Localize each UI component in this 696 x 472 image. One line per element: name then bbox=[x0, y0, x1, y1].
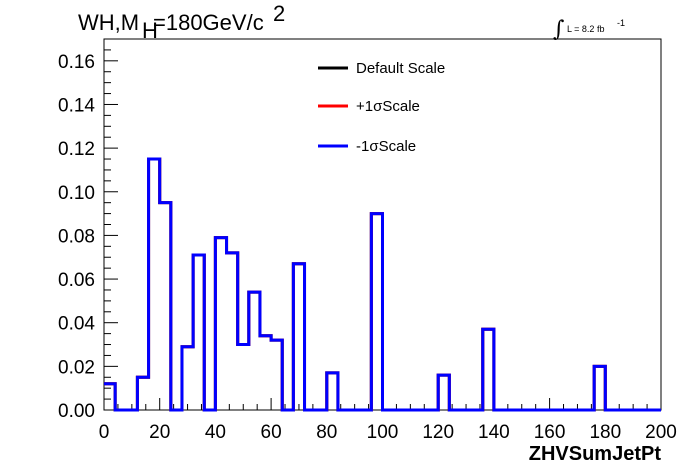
x-tick-label: 100 bbox=[367, 422, 399, 443]
title-rest: =180GeV/c bbox=[153, 10, 264, 35]
lumi-text: L = 8.2 fb bbox=[567, 24, 604, 34]
title-superscript: 2 bbox=[273, 1, 285, 26]
x-tick-label: 140 bbox=[478, 422, 510, 443]
x-tick-label: 120 bbox=[422, 422, 454, 443]
x-tick-label: 0 bbox=[99, 422, 110, 443]
x-tick-label: 200 bbox=[645, 422, 677, 443]
lumi-superscript: -1 bbox=[617, 18, 625, 28]
legend-label-minus1sigma: -1σScale bbox=[356, 138, 416, 155]
integral-sign: ∫ bbox=[553, 17, 565, 42]
x-tick-label: 40 bbox=[205, 422, 226, 443]
y-axis: 0.00 0.02 0.04 0.06 0.08 0.10 0.12 0.14 0.16 bbox=[58, 38, 118, 422]
x-tick-label: 80 bbox=[316, 422, 337, 443]
x-tick-label: 160 bbox=[534, 422, 566, 443]
y-tick-label: 0.00 bbox=[58, 401, 95, 422]
y-tick-label: 0.10 bbox=[58, 183, 95, 204]
series-line-minus1sigma bbox=[104, 157, 661, 412]
chart-title: WH,M H =180GeV/c 2 bbox=[78, 1, 285, 43]
y-tick-label: 0.14 bbox=[58, 95, 95, 116]
legend-label-plus1sigma: +1σScale bbox=[356, 98, 420, 115]
y-tick-label: 0.06 bbox=[58, 270, 95, 291]
y-tick-label: 0.02 bbox=[58, 357, 95, 378]
x-axis-title: ZHVSumJetPt bbox=[529, 443, 662, 465]
series-layer bbox=[104, 157, 661, 412]
title-subscript: H bbox=[142, 18, 158, 43]
y-tick-label: 0.04 bbox=[58, 314, 95, 335]
y-tick-label: 0.12 bbox=[58, 139, 95, 160]
x-tick-label: 180 bbox=[589, 422, 621, 443]
y-tick-label: 0.16 bbox=[58, 52, 95, 73]
x-tick-label: 60 bbox=[261, 422, 282, 443]
title-main: WH,M bbox=[78, 10, 139, 35]
legend: Default Scale +1σScale -1σScale bbox=[318, 60, 445, 155]
y-tick-label: 0.08 bbox=[58, 226, 95, 247]
x-tick-label: 20 bbox=[149, 422, 170, 443]
legend-label-default: Default Scale bbox=[356, 60, 445, 77]
luminosity-label: ∫ L = 8.2 fb -1 bbox=[553, 17, 625, 42]
